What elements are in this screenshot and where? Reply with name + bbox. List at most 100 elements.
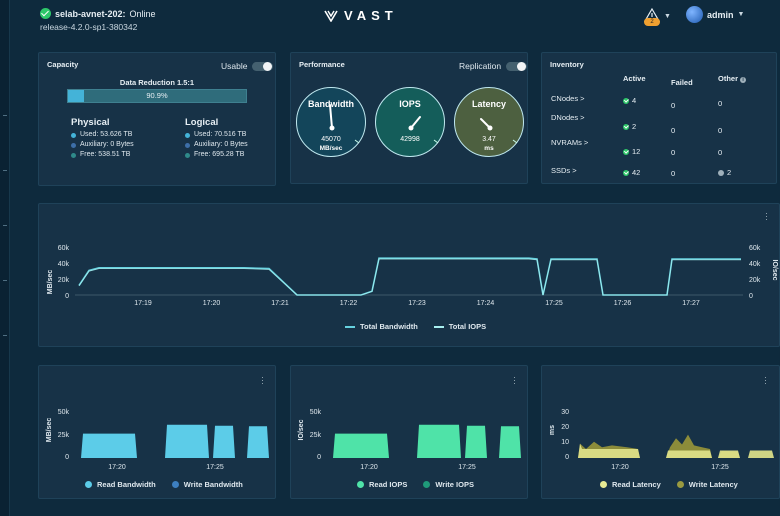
x-tick: 17:26	[614, 300, 632, 307]
logo-text: VAST	[344, 8, 398, 23]
legend-item-total-iops[interactable]: Total IOPS	[433, 322, 487, 331]
y-axis-right-ticks: 60k 40k 20k 0	[749, 245, 761, 300]
cluster-name: selab-avnet-202:	[55, 8, 126, 19]
bandwidth-chart-panel: · · · MB/sec 50k 25k 0 17:20 17:25 Read Ba…	[38, 365, 276, 499]
legend-item-total-bandwidth[interactable]: Total Bandwidth	[345, 322, 418, 331]
replication-toggle[interactable]	[506, 61, 528, 71]
logical-free-row: Free: 695.28 TB	[185, 150, 248, 160]
replication-label: Replication	[459, 61, 502, 71]
logical-auxiliary: Auxiliary: 0 Bytes	[194, 141, 248, 148]
main-chart-legend: Total Bandwidth Total IOPS	[345, 322, 486, 331]
iops-gauge[interactable]: IOPS 42998	[375, 87, 445, 157]
physical-aux-row: Auxiliary: 0 Bytes	[71, 140, 134, 150]
iops-chart-panel: · · · IO/sec 50k 25k 0 17:20 17:25 Read IO…	[290, 365, 528, 499]
nvrams-active-value: 12	[632, 147, 641, 156]
legend-label: Total IOPS	[448, 322, 487, 331]
legend-item-read-latency[interactable]: Read Latency	[600, 480, 661, 489]
capacity-panel: Capacity Usable Data Reduction 1.5:1 90.…	[38, 52, 276, 186]
y-tick: 0	[65, 454, 69, 461]
nvrams-active: 12	[623, 147, 640, 156]
logical-title: Logical	[185, 117, 219, 128]
capacity-bar-fill	[68, 90, 85, 102]
physical-title: Physical	[71, 117, 110, 128]
logical-capacity: Logical Used: 70.516 TB Auxiliary: 0 Byt…	[185, 117, 248, 160]
performance-title: Performance	[299, 60, 345, 69]
legend-label: Total Bandwidth	[360, 322, 418, 331]
bandwidth-gauge[interactable]: Bandwidth 45070 MB/sec	[296, 87, 366, 157]
y-axis-label: IO/sec	[298, 419, 305, 440]
cnodes-failed: 0	[671, 101, 676, 110]
legend-item-read-iops[interactable]: Read IOPS	[357, 480, 407, 489]
read-iops-area	[333, 424, 521, 458]
ssds-other-value: 2	[727, 168, 732, 177]
y-axis-left-label: MB/sec	[47, 270, 54, 295]
y-axis-left-ticks: 60k 40k 20k 0	[58, 245, 70, 300]
check-icon	[623, 97, 629, 104]
more-options-icon[interactable]: · · ·	[764, 372, 767, 388]
read-bandwidth-area	[81, 424, 269, 458]
legend-item-write-iops[interactable]: Write IOPS	[423, 480, 474, 489]
inventory-row-dnodes[interactable]: DNodes >	[551, 113, 585, 122]
y-tick: 0	[565, 454, 569, 461]
x-axis-ticks: 17:19 17:20 17:21 17:22 17:23 17:24 17:25 17:26…	[134, 300, 700, 307]
legend-swatch	[345, 325, 355, 328]
nvrams-failed: 0	[671, 148, 676, 157]
gauge-needle	[480, 118, 518, 144]
gauge-label: IOPS	[399, 99, 421, 109]
iops-chart: IO/sec 50k 25k 0 17:20 17:25	[298, 409, 521, 471]
total-bandwidth-line	[78, 257, 741, 296]
top-bar: selab-avnet-202: Online release-4.2.0-sp…	[36, 4, 772, 40]
bandwidth-chart: MB/sec 50k 25k 0 17:20 17:25	[46, 409, 269, 471]
auxiliary-dot	[71, 142, 76, 148]
latency-chart-panel: · · · ms 30 20 10 0 17:20 17:25 Read Laten…	[541, 365, 780, 499]
nav-marker	[3, 170, 7, 171]
inventory-row-nvrams[interactable]: NVRAMs >	[551, 138, 589, 147]
inventory-row-cnodes[interactable]: CNodes >	[551, 94, 585, 103]
release-version: release-4.2.0-sp1-380342	[40, 22, 138, 32]
chevron-down-icon: ▼	[664, 13, 671, 20]
y-tick: 10	[561, 439, 569, 446]
dnodes-active-value: 2	[632, 122, 637, 131]
inventory-row-ssds[interactable]: SSDs >	[551, 166, 577, 175]
ssds-other: 2	[718, 168, 731, 177]
logical-used-row: Used: 70.516 TB	[185, 130, 248, 140]
x-tick: 17:25	[711, 464, 729, 471]
x-tick: 17:19	[134, 300, 152, 307]
y-tick: 60k	[58, 245, 70, 252]
bandwidth-chart-legend: Read Bandwidth Write Bandwidth	[85, 480, 243, 489]
legend-label: Write Bandwidth	[183, 480, 243, 489]
total-iops-line	[78, 258, 741, 296]
y-tick: 0	[317, 454, 321, 461]
y-tick: 40k	[58, 261, 70, 268]
physical-capacity: Physical Used: 53.626 TB Auxiliary: 0 By…	[71, 117, 134, 160]
gauge-unit: MB/sec	[319, 145, 343, 152]
free-dot	[185, 152, 190, 158]
legend-item-read-bandwidth[interactable]: Read Bandwidth	[85, 480, 156, 489]
check-icon	[623, 169, 629, 176]
alerts-count-badge: 2	[644, 18, 660, 26]
physical-free: Free: 538.51 TB	[80, 151, 131, 158]
read-latency-area	[578, 443, 774, 458]
gauge-unit: ms	[484, 145, 494, 152]
more-options-icon[interactable]: · · ·	[261, 372, 264, 388]
more-options-icon[interactable]: · · ·	[765, 208, 768, 224]
legend-item-write-bandwidth[interactable]: Write Bandwidth	[171, 480, 243, 489]
data-reduction-label: Data Reduction 1.5:1	[119, 78, 195, 87]
x-tick: 17:20	[611, 464, 629, 471]
iops-chart-legend: Read IOPS Write IOPS	[357, 480, 474, 489]
cnodes-active-value: 4	[632, 96, 637, 105]
legend-item-write-latency[interactable]: Write Latency	[676, 480, 738, 489]
col-other-label: Other	[718, 74, 739, 83]
legend-label: Write Latency	[688, 480, 738, 489]
info-icon[interactable]: i	[740, 77, 747, 83]
latency-gauge[interactable]: Latency 3.47 ms	[454, 87, 524, 157]
more-options-icon[interactable]: · · ·	[513, 372, 516, 388]
legend-swatch	[676, 481, 684, 488]
usable-label: Usable	[221, 61, 248, 71]
usable-toggle[interactable]	[252, 61, 274, 71]
y-tick: 20k	[749, 277, 761, 284]
y-tick: 20	[561, 424, 569, 431]
alerts-button[interactable]: 2 ▼	[643, 7, 671, 26]
user-menu[interactable]: admin ▼	[686, 6, 744, 23]
left-nav-strip[interactable]	[0, 0, 10, 516]
